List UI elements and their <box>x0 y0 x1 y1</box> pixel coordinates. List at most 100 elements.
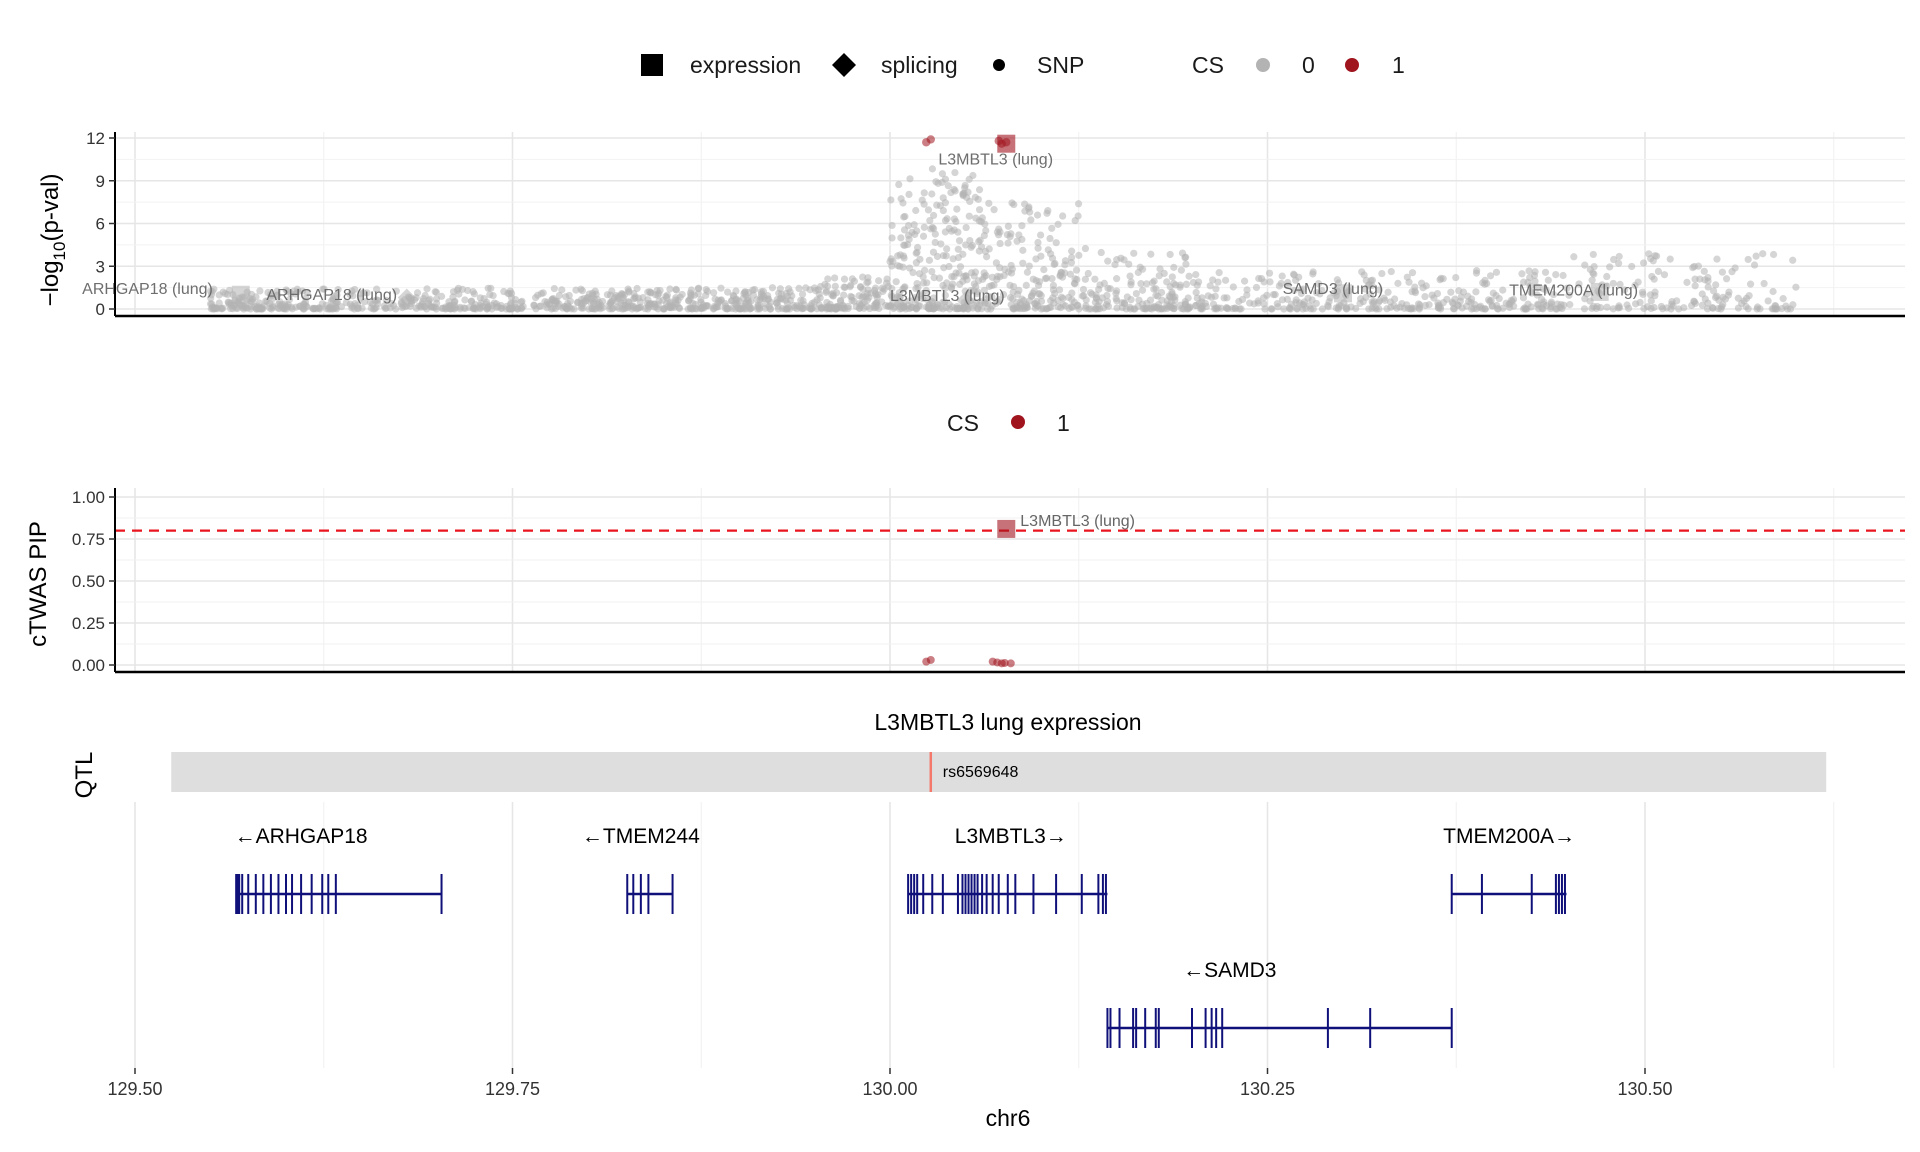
gwas-snp-point <box>951 168 959 177</box>
gwas-snp-point <box>431 288 439 296</box>
gwas-snp-point <box>678 290 686 299</box>
gwas-snp-point <box>464 286 472 295</box>
gwas-snp-point <box>1394 279 1402 287</box>
gwas-snp-point <box>329 305 337 313</box>
gwas-snp-point <box>895 289 903 297</box>
gwas-snp-point <box>255 299 263 307</box>
gwas-snp-point <box>1130 249 1138 257</box>
gwas-snp-point <box>366 298 375 307</box>
gwas-snp-point <box>872 291 880 299</box>
gwas-snp-point <box>948 303 956 311</box>
gwas-snp-point <box>1387 267 1395 276</box>
gwas-snp-point <box>1177 266 1185 274</box>
gwas-snp-point <box>930 274 938 282</box>
gwas-snp-point <box>1046 234 1054 243</box>
gwas-snp-point <box>224 298 232 306</box>
gwas-snp-point <box>1309 305 1317 313</box>
track-x-tick-label: 129.75 <box>485 1079 540 1099</box>
gwas-snp-point <box>1178 249 1187 257</box>
gwas-snp-point <box>840 275 849 283</box>
gwas-snp-point <box>1651 288 1659 296</box>
gwas-snp-point <box>412 294 420 302</box>
gwas-snp-point <box>1712 281 1720 289</box>
gwas-snp-point <box>1254 297 1262 305</box>
gwas-snp-point <box>776 285 784 293</box>
gwas-snp-point <box>920 223 928 231</box>
gwas-snp-point <box>663 291 671 299</box>
gwas-snp-point <box>439 304 447 312</box>
gwas-snp-point <box>968 241 976 250</box>
gwas-snp-point <box>887 196 895 204</box>
gwas-snp-point <box>888 262 896 270</box>
gwas-snp-point <box>832 305 840 313</box>
gwas-snp-point <box>293 285 301 293</box>
gwas-snp-point <box>1628 262 1636 271</box>
gwas-cs1-snp-point <box>926 135 935 144</box>
gwas-snp-point <box>878 298 886 306</box>
gwas-snp-point <box>953 205 961 213</box>
gwas-snp-point <box>1769 250 1778 259</box>
gwas-snp-point <box>1246 299 1254 307</box>
gwas-snp-point <box>911 230 919 239</box>
gwas-snp-point <box>815 290 823 298</box>
gwas-snp-point <box>906 264 914 272</box>
gwas-snp-point <box>1452 273 1460 282</box>
gwas-snp-point <box>686 295 694 303</box>
ctwas-gene-square <box>997 519 1016 538</box>
gwas-snp-point <box>973 290 981 298</box>
gwas-snp-point <box>565 291 573 300</box>
gwas-snp-point <box>895 180 903 189</box>
gwas-snp-point <box>798 290 807 298</box>
gwas-snp-point <box>1068 296 1076 304</box>
gwas-snp-point <box>1212 285 1220 293</box>
gwas-snp-point <box>1182 280 1191 288</box>
gwas-snp-point <box>947 284 956 292</box>
gwas-snp-point <box>999 290 1008 299</box>
legend-expression-label: expression <box>690 52 801 78</box>
gwas-snp-point <box>598 297 607 306</box>
gwas-snp-point <box>461 296 469 304</box>
gwas-snp-point <box>996 239 1004 248</box>
gwas-snp-point <box>1112 289 1120 297</box>
gwas-snp-point <box>1214 278 1222 286</box>
gwas-snp-point <box>445 302 453 310</box>
gwas-snp-point <box>920 189 928 197</box>
gwas-snp-point <box>1084 269 1092 278</box>
gwas-snp-point <box>702 291 710 300</box>
gwas-snp-point <box>1447 288 1455 296</box>
gwas-snp-point <box>889 304 898 313</box>
gwas-snp-point <box>1018 222 1026 230</box>
gwas-snp-point <box>1620 286 1629 294</box>
gwas-snp-point <box>1127 278 1135 286</box>
gwas-gene-diamond-2 <box>397 288 416 307</box>
gwas-snp-point <box>1547 298 1555 306</box>
track-panel: L3MBTL3 lung expression QTL rs6569648 ←A… <box>71 709 1835 1131</box>
gwas-snp-point <box>969 304 977 312</box>
gwas-snp-point <box>941 228 949 236</box>
gwas-snp-point <box>1019 259 1027 267</box>
gwas-snp-point <box>995 296 1003 304</box>
gwas-snp-point <box>1378 269 1386 278</box>
gwas-snp-point <box>1143 280 1151 288</box>
gwas-snp-point <box>1365 280 1374 289</box>
gwas-snp-point <box>940 264 948 272</box>
gwas-ylabel-tail: (p-val) <box>37 174 64 242</box>
gwas-y-tick-label: 0 <box>96 300 105 319</box>
gwas-gene-square-4 <box>1334 284 1352 303</box>
gwas-ylabel-sub: 10 <box>50 242 69 261</box>
gwas-snp-point <box>1081 275 1089 283</box>
gwas-snp-point <box>659 305 667 313</box>
gwas-snp-point <box>1493 305 1502 313</box>
gwas-snp-point <box>1031 300 1039 308</box>
gwas-snp-point <box>1284 282 1292 290</box>
gwas-snp-point <box>723 305 731 313</box>
gwas-snp-point <box>990 206 998 214</box>
gwas-snp-point <box>1241 277 1249 285</box>
gwas-snp-point <box>978 214 986 222</box>
gwas-snp-point <box>889 298 898 307</box>
gwas-snp-point <box>607 298 616 306</box>
gwas-snp-point <box>1472 288 1480 296</box>
gwas-snp-point <box>1004 222 1012 230</box>
gwas-snp-point <box>1473 267 1481 275</box>
gwas-snp-point <box>1156 265 1164 273</box>
